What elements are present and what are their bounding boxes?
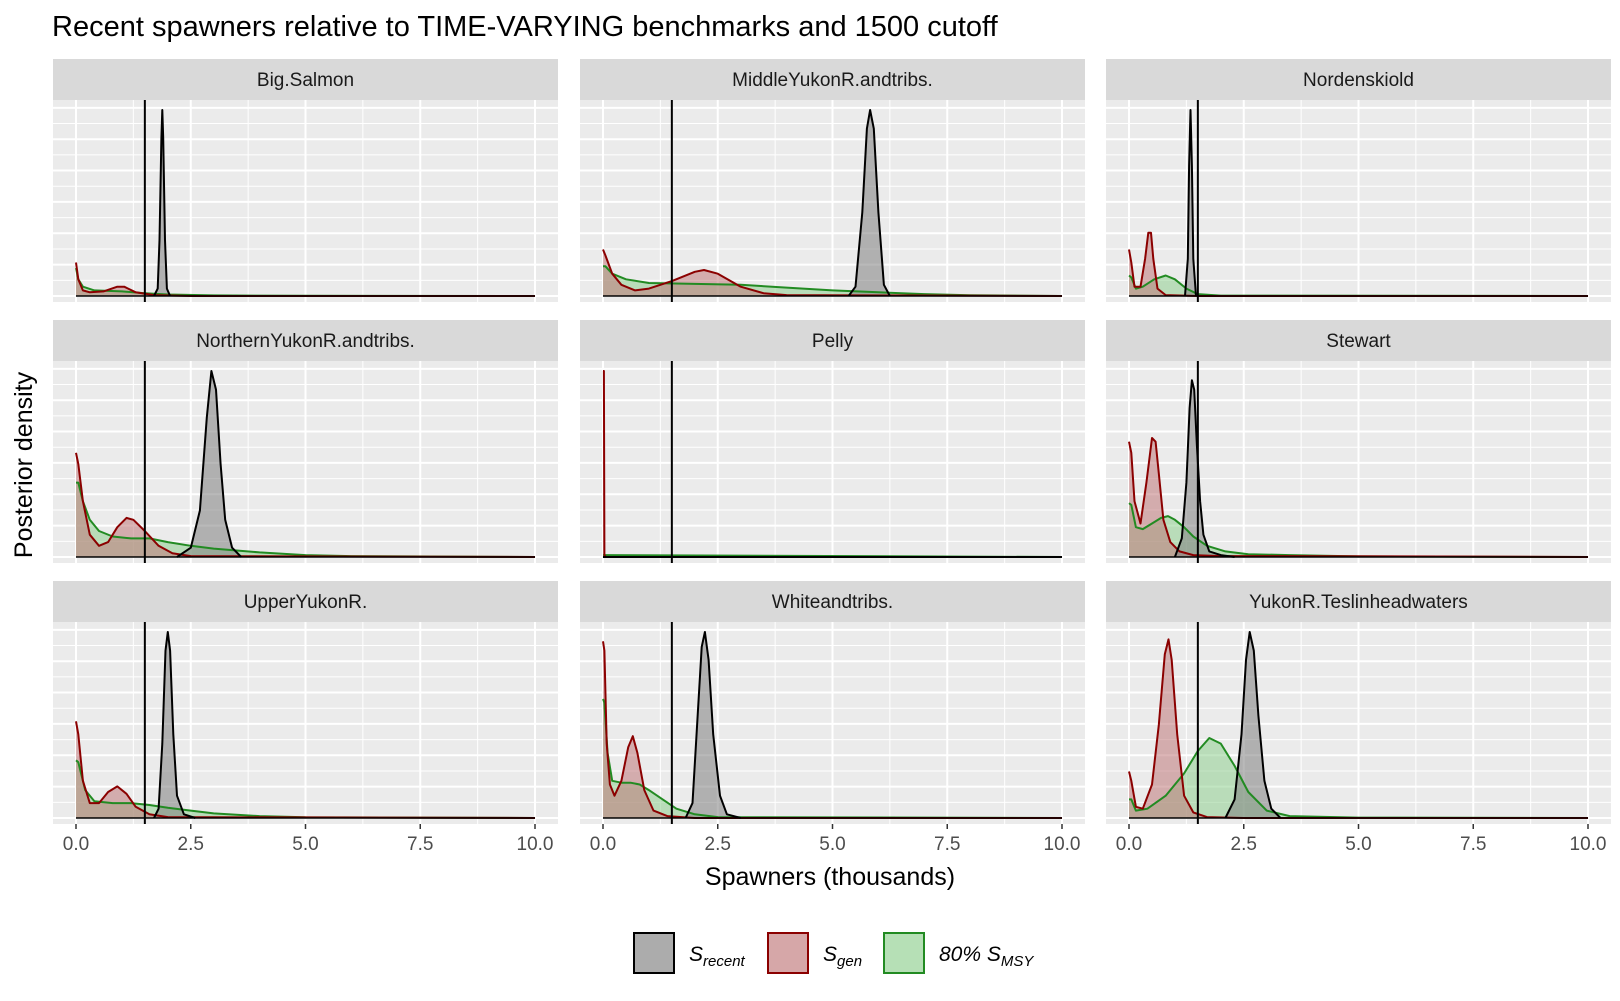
- facet-strip-label: Pelly: [812, 331, 854, 352]
- legend-key-smsy: [883, 932, 925, 974]
- x-tick-label: 2.5: [705, 834, 731, 855]
- facet-strip: [53, 320, 558, 361]
- density-line-gen: [75, 721, 536, 819]
- density-area-recent: [1225, 632, 1281, 818]
- x-tick-label: 0.0: [1116, 834, 1142, 855]
- facet-strip: [1106, 581, 1611, 622]
- facet-panel: Nordenskiold: [1106, 59, 1611, 302]
- density-line-smsy: [76, 481, 536, 558]
- x-tick-label: 7.5: [934, 834, 960, 855]
- density-area-recent: [154, 110, 171, 296]
- facet-strip: [53, 59, 558, 100]
- facet-strip-label: Whiteandtribs.: [772, 592, 893, 613]
- facet-strip: [580, 320, 1085, 361]
- density-line-gen: [1128, 437, 1589, 558]
- density-area-recent: [685, 632, 741, 818]
- density-area-gen: [76, 452, 535, 557]
- facet-strip: [580, 581, 1085, 622]
- facet-strip: [1106, 59, 1611, 100]
- density-area-gen: [1129, 639, 1588, 818]
- x-tick-label: 0.0: [63, 834, 89, 855]
- y-axis-label: Posterior density: [10, 371, 38, 558]
- density-line-recent: [847, 109, 891, 297]
- density-line-smsy: [1128, 502, 1589, 558]
- legend-label-recent: Srecent: [689, 943, 746, 970]
- x-tick-label: 0.0: [590, 834, 616, 855]
- density-area-gen: [76, 721, 535, 818]
- x-tick-label: 5.0: [819, 834, 845, 855]
- facet-panel: Pelly: [580, 320, 1085, 563]
- facet-strip: [53, 581, 558, 622]
- density-line-gen: [75, 452, 536, 558]
- density-area-recent: [154, 632, 196, 818]
- x-tick-label: 2.5: [178, 834, 204, 855]
- x-tick-label: 7.5: [1460, 834, 1486, 855]
- x-tick-label: 10.0: [1044, 834, 1081, 855]
- density-area-recent: [177, 371, 242, 557]
- chart-title: Recent spawners relative to TIME-VARYING…: [52, 11, 999, 43]
- facet-panels: Big.Salmon MiddleYukonR.andtribs. Nordensk…: [53, 59, 1611, 855]
- facet-panel: UpperYukonR. 0.0 2.5 5.0 7.5 10.0: [53, 581, 558, 855]
- legend-key-recent: [633, 932, 675, 974]
- x-tick-label: 7.5: [407, 834, 433, 855]
- x-axis-label: Spawners (thousands): [705, 863, 955, 891]
- x-tick-label: 10.0: [1570, 834, 1607, 855]
- density-line-gen: [602, 249, 1063, 297]
- x-tick-label: 10.0: [517, 834, 554, 855]
- density-area-smsy: [1129, 275, 1588, 296]
- legend-label-smsy: 80% SMSY: [939, 943, 1034, 970]
- facet-strip-label: Nordenskiold: [1303, 70, 1414, 91]
- density-line-recent: [1184, 109, 1197, 297]
- facet-panel: MiddleYukonR.andtribs.: [580, 59, 1085, 302]
- density-line-recent: [176, 370, 242, 558]
- density-line-recent: [153, 631, 196, 819]
- facet-panel: YukonR.Teslinheadwaters 0.0 2.5 5.0 7.5 10.0: [1106, 581, 1611, 855]
- facet-strip-label: YukonR.Teslinheadwaters: [1249, 592, 1468, 613]
- facet-panel: Stewart: [1106, 320, 1611, 563]
- facet-strip-label: NorthernYukonR.andtribs.: [196, 331, 415, 352]
- facet-strip-label: MiddleYukonR.andtribs.: [732, 70, 933, 91]
- x-tick-label: 5.0: [292, 834, 318, 855]
- density-line-recent: [153, 109, 172, 297]
- density-line-gen: [602, 641, 1062, 819]
- density-line-recent: [1224, 631, 1282, 819]
- x-tick-label: 5.0: [1345, 834, 1371, 855]
- facet-strip-label: Big.Salmon: [257, 70, 354, 91]
- facet-strip-label: Stewart: [1326, 331, 1391, 352]
- density-line-recent: [1173, 379, 1235, 558]
- legend-key-gen: [767, 932, 809, 974]
- density-line-smsy: [1129, 737, 1589, 819]
- legend-label-gen: Sgen: [823, 943, 862, 970]
- facet-panel: Big.Salmon: [53, 59, 558, 302]
- facet-strip: [1106, 320, 1611, 361]
- density-area-recent: [1185, 110, 1196, 296]
- legend: Srecent Sgen 80% SMSY: [633, 932, 1034, 974]
- facet-strip: [580, 59, 1085, 100]
- density-line-recent: [684, 631, 741, 819]
- facet-panel: NorthernYukonR.andtribs.: [53, 320, 558, 563]
- facet-panel: Whiteandtribs. 0.0 2.5 5.0 7.5 10.0: [580, 581, 1085, 855]
- facet-strip-label: UpperYukonR.: [244, 592, 368, 613]
- density-line-gen: [1128, 638, 1588, 819]
- density-area-gen: [76, 262, 535, 296]
- x-tick-label: 2.5: [1231, 834, 1257, 855]
